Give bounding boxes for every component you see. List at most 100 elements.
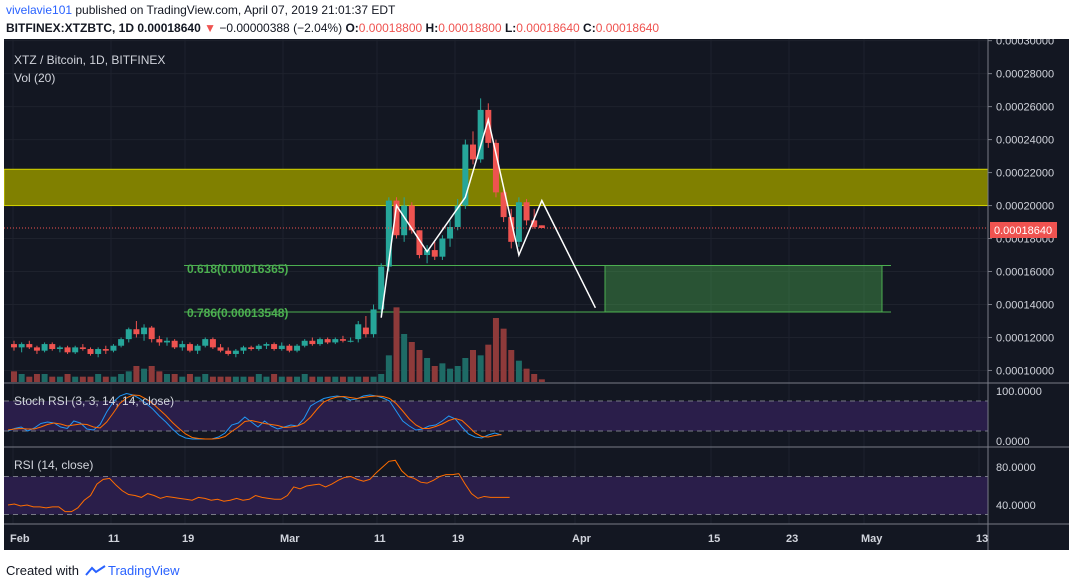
volume-bar <box>125 371 132 382</box>
publish-info: published on TradingView.com, April 07, … <box>72 3 396 17</box>
volume-bar <box>378 374 385 382</box>
publish-line: vivelavie101 published on TradingView.co… <box>6 3 395 17</box>
created-with: Created with <box>6 563 79 578</box>
volume-bar <box>271 374 278 382</box>
candle-body <box>95 349 102 354</box>
candle-body <box>72 347 79 353</box>
candle-body <box>49 344 56 350</box>
main-price-pane[interactable] <box>4 98 989 382</box>
stoch-d-line <box>7 394 502 440</box>
candle-body <box>156 339 163 343</box>
price-tick-label: 0.00020000 <box>996 201 1054 213</box>
volume-bar <box>347 376 354 382</box>
candle-body <box>179 344 186 348</box>
candle-body <box>232 350 239 354</box>
author-link[interactable]: vivelavie101 <box>6 3 73 17</box>
chart-svg[interactable]: 0.00030000 0.00028000 0.00026000 0.00024000… <box>4 39 1069 550</box>
volume-bar <box>110 376 117 382</box>
candle-body <box>393 200 400 236</box>
candle-body <box>278 345 285 350</box>
rsi-legend: RSI (14, close) <box>14 458 93 472</box>
close-label: C: <box>583 21 596 35</box>
open-label: O: <box>345 21 359 35</box>
volume-bar <box>355 376 362 382</box>
main-legend-title: XTZ / Bitcoin, 1D, BITFINEX <box>14 53 165 67</box>
volume-bar <box>424 358 431 382</box>
time-axis[interactable]: Feb 11 19 Mar 11 19 Apr 15 23 May 13 <box>4 523 1069 545</box>
candle-body <box>462 144 469 206</box>
stoch-tick-label: 100.0000 <box>996 386 1042 398</box>
candle-body <box>133 329 140 335</box>
fib-618-label: 0.618(0.00016365) <box>187 262 288 276</box>
time-tick-label: 19 <box>182 533 194 545</box>
low-value: 0.00018640 <box>516 21 580 35</box>
volume-bar <box>133 366 140 382</box>
last-price: 0.00018640 <box>137 21 201 35</box>
volume-bar <box>294 376 301 382</box>
candle-body <box>217 347 224 351</box>
footer: Created with TradingView <box>6 563 180 578</box>
volume-bar <box>454 366 461 382</box>
candle-body <box>202 339 209 346</box>
volume-bar <box>87 376 94 382</box>
candle-body <box>41 344 48 351</box>
candle-body <box>416 230 423 256</box>
volume-bar <box>102 376 109 382</box>
time-tick-label: May <box>861 533 883 545</box>
rsi-pane[interactable] <box>4 459 988 515</box>
down-arrow-icon: ▼ <box>204 21 216 35</box>
tradingview-brand[interactable]: TradingView <box>108 563 180 578</box>
time-tick-label: 23 <box>786 533 798 545</box>
volume-bar <box>240 376 247 382</box>
candle-body <box>240 347 247 351</box>
price-tick-label: 0.00022000 <box>996 168 1054 180</box>
rsi-line <box>7 459 510 513</box>
volume-bar <box>263 376 270 382</box>
candle-body <box>56 347 63 350</box>
volume-bar <box>385 355 392 382</box>
candle-body <box>11 344 17 348</box>
candle-body <box>500 192 507 218</box>
volume-bar <box>56 376 63 382</box>
volume-bar <box>492 318 499 382</box>
candle-body <box>531 220 538 227</box>
symbol-name: BITFINEX:XTZBTC, 1D <box>6 21 134 35</box>
candle-body <box>33 347 40 351</box>
volume-bar <box>462 358 469 382</box>
volume-bar <box>156 371 163 382</box>
candle-body <box>370 309 377 335</box>
candle-body <box>332 339 339 343</box>
candle-body <box>439 238 446 257</box>
price-axis[interactable]: 0.00030000 0.00028000 0.00026000 0.00024000… <box>4 39 1069 550</box>
volume-bar <box>41 374 48 382</box>
candle-body <box>401 205 408 236</box>
volume-bar <box>477 355 484 382</box>
fib-786-label: 0.786(0.00013548) <box>187 306 288 320</box>
volume-bar <box>148 366 155 382</box>
chart-canvas[interactable]: 0.00030000 0.00028000 0.00026000 0.00024000… <box>4 39 1069 550</box>
volume-bar <box>408 342 415 382</box>
stoch-k-line <box>7 392 502 440</box>
stoch-band <box>4 401 988 431</box>
candle-body <box>454 205 461 227</box>
candle-body <box>263 344 270 346</box>
candle-body <box>347 340 354 342</box>
candle-body <box>447 226 454 239</box>
candle-body <box>18 344 25 348</box>
candle-body <box>171 340 178 348</box>
volume-bar <box>225 376 232 382</box>
candle-body <box>492 142 499 193</box>
stoch-rsi-pane[interactable] <box>4 392 988 440</box>
volume-bar <box>309 376 316 382</box>
price-badge-bg <box>990 222 1057 238</box>
volume-bar <box>324 376 331 382</box>
candle-body <box>378 266 385 310</box>
candle-body <box>225 350 232 354</box>
candle-body <box>538 225 545 228</box>
candle-body <box>309 340 316 345</box>
volume-bar <box>317 376 323 382</box>
candle-body <box>248 347 255 350</box>
volume-bar <box>523 368 530 382</box>
open-value: 0.00018800 <box>358 21 423 35</box>
candle-body <box>301 340 308 346</box>
